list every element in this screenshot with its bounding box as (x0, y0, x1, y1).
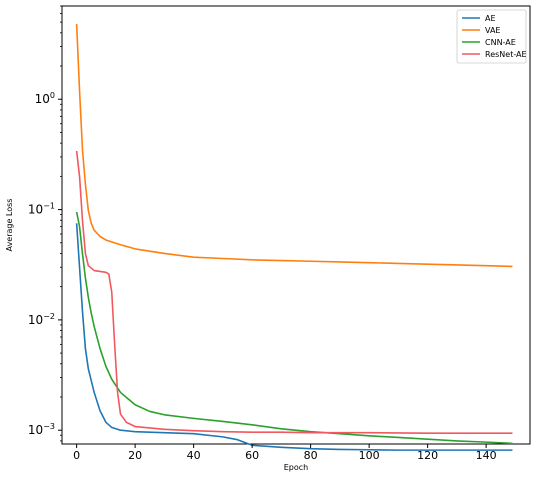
y-tick-label: 100 (35, 91, 55, 106)
y-tick-label: 10−2 (28, 312, 55, 327)
x-tick-label: 40 (187, 449, 201, 462)
legend-label: VAE (485, 26, 501, 35)
series-lines (75, 24, 513, 451)
x-tick-label: 80 (304, 449, 318, 462)
series-line-ae (75, 223, 513, 451)
legend-label: AE (485, 14, 496, 23)
legend: AE VAE CNN-AE ResNet-AE (456, 9, 527, 64)
x-tick-label: 100 (359, 449, 380, 462)
legend-label: CNN-AE (485, 38, 516, 47)
series-line-cnn-ae (75, 211, 513, 445)
y-tick-label: 10−3 (28, 422, 55, 437)
plot-area (61, 5, 531, 445)
series-line-vae (75, 24, 513, 268)
x-axis-ticks: 0 20 40 60 80 100 120 140 (73, 444, 497, 462)
x-axis-label: Epoch (284, 463, 309, 472)
legend-box (456, 9, 527, 64)
x-tick-label: 20 (128, 449, 142, 462)
x-tick-label: 120 (417, 449, 438, 462)
legend-label: ResNet-AE (485, 50, 527, 59)
y-axis-label: Average Loss (5, 199, 14, 252)
x-tick-label: 0 (73, 449, 80, 462)
y-axis-ticks: 10−3 10−2 10−1 100 (28, 5, 62, 442)
x-tick-label: 60 (245, 449, 259, 462)
series-line-resnet-ae (75, 150, 513, 434)
x-tick-label: 140 (476, 449, 497, 462)
y-tick-label: 10−1 (28, 202, 55, 217)
